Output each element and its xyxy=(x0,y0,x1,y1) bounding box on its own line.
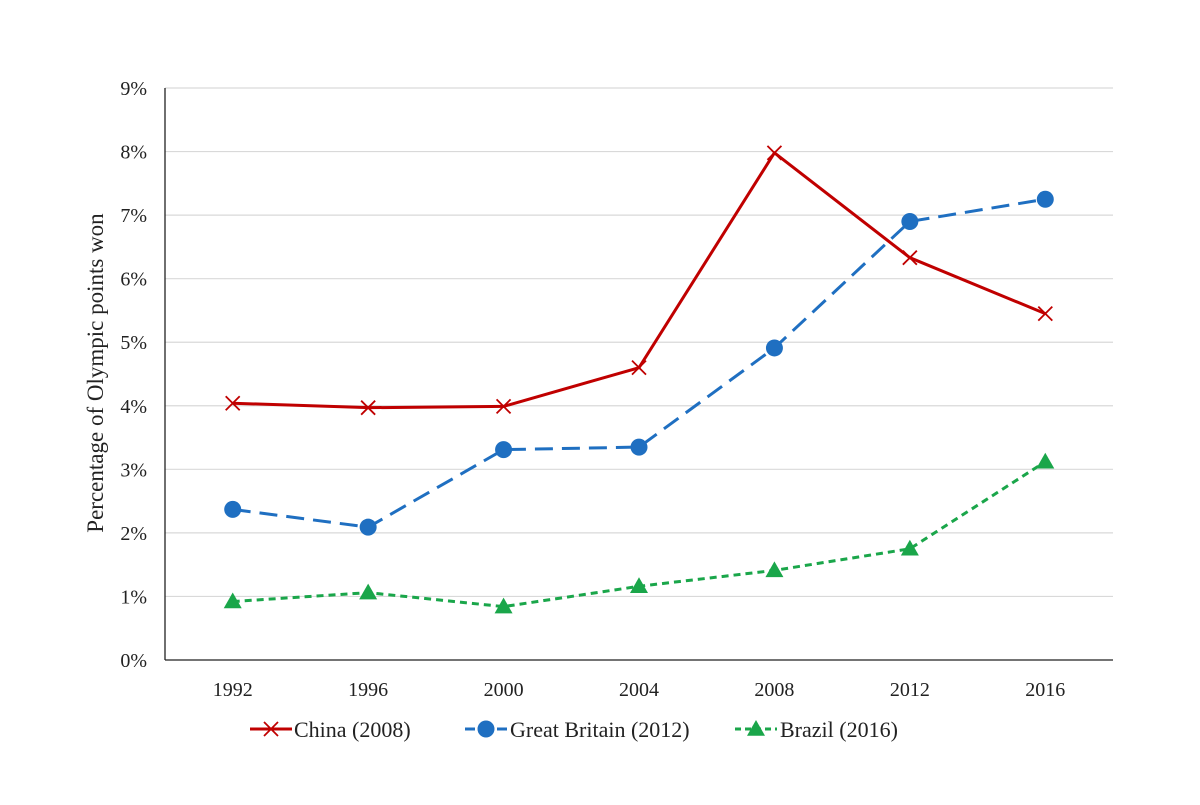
data-point xyxy=(1037,305,1053,322)
data-point xyxy=(1036,190,1054,208)
x-tick-label: 2008 xyxy=(754,679,794,701)
data-point xyxy=(223,592,242,609)
series-0 xyxy=(225,145,1053,416)
data-point xyxy=(360,400,376,416)
data-point xyxy=(495,441,513,459)
x-tick-label: 1992 xyxy=(213,679,253,701)
marker-stroke xyxy=(360,400,376,416)
data-point xyxy=(902,250,918,266)
legend-label: Brazil (2016) xyxy=(780,717,898,742)
y-tick-label: 0% xyxy=(120,650,147,672)
data-point xyxy=(359,518,377,536)
marker-stroke xyxy=(1037,305,1053,322)
series-2 xyxy=(223,452,1055,614)
data-point xyxy=(359,583,378,600)
marker-stroke xyxy=(631,360,647,376)
series-line xyxy=(232,197,1046,529)
y-tick-label: 1% xyxy=(120,586,147,608)
data-point xyxy=(900,539,919,556)
legend-swatch-marker xyxy=(747,720,765,736)
legend-item: Brazil (2016) xyxy=(735,717,898,742)
x-tick-label: 1996 xyxy=(348,679,388,701)
marker-stroke xyxy=(495,398,512,415)
marker-stroke xyxy=(263,721,279,737)
data-point xyxy=(225,395,241,411)
data-point xyxy=(765,339,783,357)
series-line xyxy=(232,151,1046,410)
gridlines xyxy=(165,87,1113,598)
y-tick-labels: 0% 1% 2% 3% 4% 5% 6% 7% 8% 9% xyxy=(120,78,147,672)
y-tick-label: 9% xyxy=(120,78,147,100)
y-tick-label: 8% xyxy=(120,142,147,164)
data-point xyxy=(630,438,648,456)
y-tick-label: 6% xyxy=(120,269,147,291)
marker-stroke xyxy=(902,250,918,266)
x-tick-label: 2012 xyxy=(890,679,930,701)
x-tick-label: 2004 xyxy=(619,679,659,701)
y-tick-label: 2% xyxy=(120,523,147,545)
data-point xyxy=(631,360,647,376)
y-axis-title: Percentage of Olympic points won xyxy=(83,213,108,533)
legend-swatch-marker xyxy=(263,721,279,737)
x-tick-label: 2016 xyxy=(1025,679,1065,701)
data-point xyxy=(765,561,784,578)
data-point xyxy=(901,212,919,230)
data-point xyxy=(766,145,783,161)
legend-swatch-marker xyxy=(477,720,495,738)
legend-item: Great Britain (2012) xyxy=(465,717,690,742)
data-point xyxy=(224,500,242,518)
y-tick-label: 5% xyxy=(120,332,147,354)
data-point xyxy=(630,577,648,594)
legend: China (2008) Great Britain (2012) Brazil (… xyxy=(250,717,898,742)
y-tick-label: 4% xyxy=(120,396,147,418)
data-point xyxy=(495,398,512,415)
series-1 xyxy=(224,190,1054,536)
y-tick-label: 7% xyxy=(120,205,147,227)
legend-item: China (2008) xyxy=(250,717,411,742)
x-tick-labels: 1992 1996 2000 2004 2008 2012 2016 xyxy=(213,679,1066,701)
legend-label: Great Britain (2012) xyxy=(510,717,690,742)
marker-stroke xyxy=(225,395,241,411)
axes xyxy=(164,88,1113,661)
data-point xyxy=(1036,452,1055,469)
marker-stroke xyxy=(766,145,783,161)
data-point xyxy=(494,597,513,614)
legend-label: China (2008) xyxy=(294,717,411,742)
x-tick-label: 2000 xyxy=(484,679,524,701)
y-tick-label: 3% xyxy=(120,459,147,481)
series-lines xyxy=(223,145,1055,614)
